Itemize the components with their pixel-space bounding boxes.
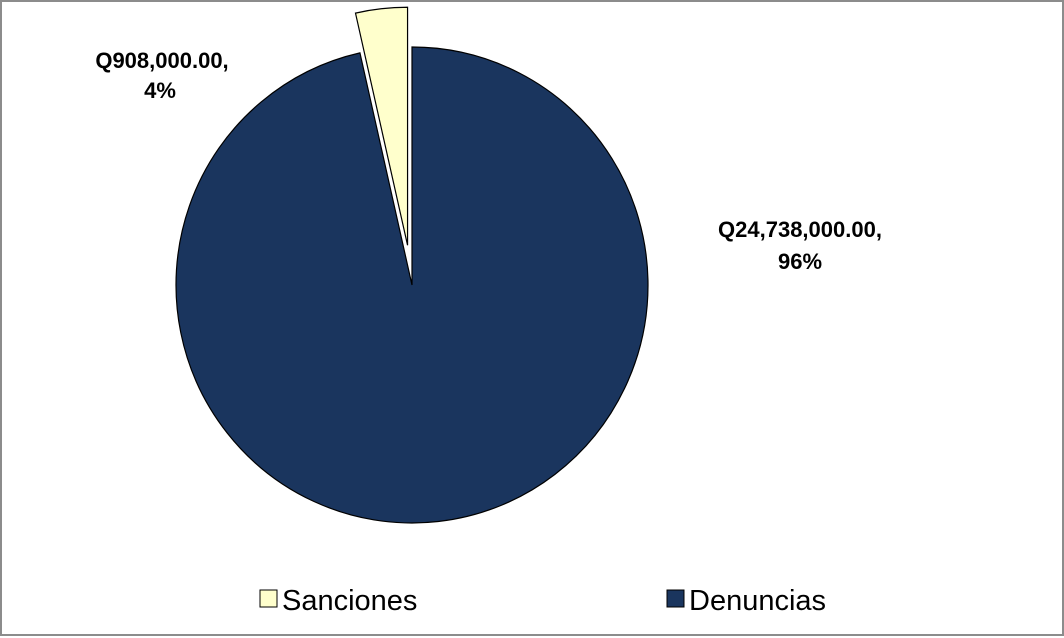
pie-slices <box>175 6 649 524</box>
data-label-denuncias: Q24,738,000.00, 96% <box>718 217 882 274</box>
pie-slice-sanciones <box>354 6 409 246</box>
legend-label-denuncias: Denuncias <box>689 585 826 617</box>
legend-item-sanciones: Sanciones <box>259 585 417 617</box>
legend-swatch-sanciones <box>259 589 278 608</box>
data-label-denuncias-percent: 96% <box>778 249 822 274</box>
pie-slice-denuncias <box>175 46 649 524</box>
data-label-sanciones-value: Q908,000.00, <box>95 48 228 73</box>
data-label-sanciones: Q908,000.00, 4% <box>95 48 228 103</box>
data-label-denuncias-value: Q24,738,000.00, <box>718 217 882 242</box>
legend-swatch-denuncias <box>666 589 685 608</box>
legend-item-denuncias: Denuncias <box>666 585 826 617</box>
legend-label-sanciones: Sanciones <box>282 585 417 617</box>
data-label-sanciones-percent: 4% <box>144 78 176 103</box>
legend: Sanciones Denuncias <box>259 585 826 617</box>
